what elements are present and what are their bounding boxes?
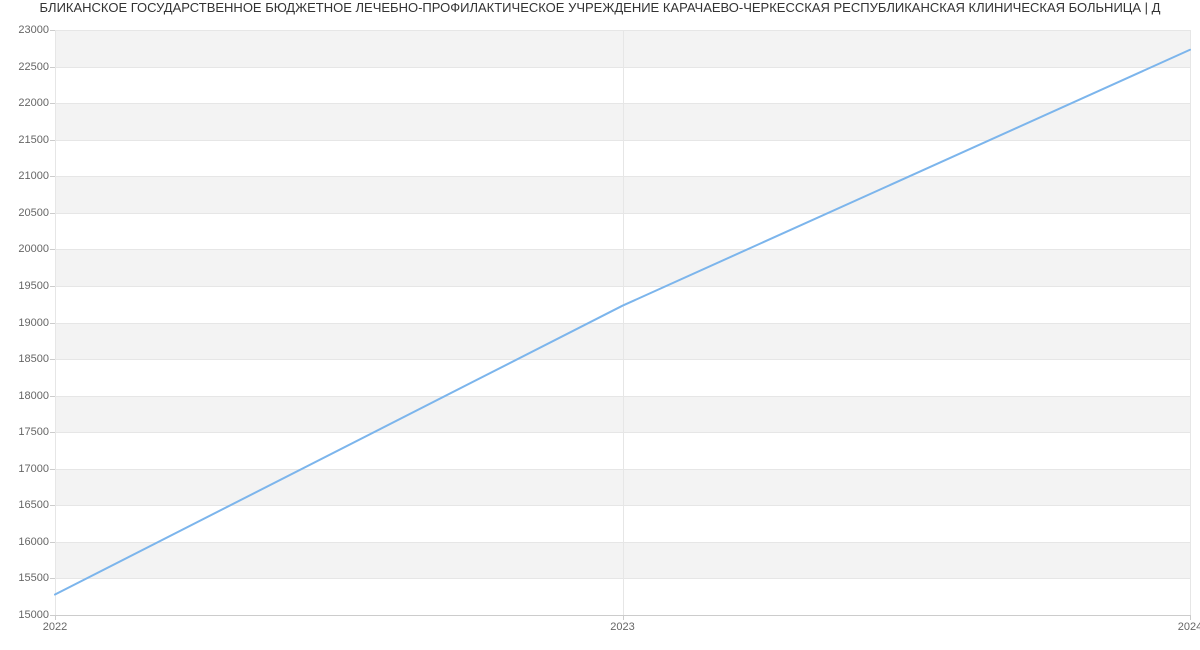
- x-tick-label: 2023: [610, 615, 634, 633]
- x-tick-label: 2024: [1178, 615, 1200, 633]
- series-line: [55, 50, 1190, 595]
- y-tick-label: 19000: [18, 317, 55, 329]
- plot-area: 1500015500160001650017000175001800018500…: [55, 30, 1190, 615]
- x-axis-line: [55, 615, 1190, 616]
- y-tick-label: 18500: [18, 353, 55, 365]
- y-tick-label: 22500: [18, 61, 55, 73]
- y-tick-label: 20000: [18, 243, 55, 255]
- y-tick-label: 16500: [18, 499, 55, 511]
- y-tick-label: 23000: [18, 24, 55, 36]
- line-layer: [55, 30, 1190, 615]
- y-tick-label: 16000: [18, 536, 55, 548]
- y-tick-label: 21000: [18, 170, 55, 182]
- y-tick-label: 21500: [18, 134, 55, 146]
- y-tick-label: 15500: [18, 572, 55, 584]
- y-tick-label: 19500: [18, 280, 55, 292]
- chart-title: БЛИКАНСКОЕ ГОСУДАРСТВЕННОЕ БЮДЖЕТНОЕ ЛЕЧ…: [0, 0, 1200, 15]
- x-tick-label: 2022: [43, 615, 67, 633]
- y-tick-label: 22000: [18, 97, 55, 109]
- y-tick-label: 18000: [18, 390, 55, 402]
- y-tick-label: 17500: [18, 426, 55, 438]
- v-gridline: [1190, 30, 1191, 615]
- y-tick-label: 17000: [18, 463, 55, 475]
- y-tick-label: 20500: [18, 207, 55, 219]
